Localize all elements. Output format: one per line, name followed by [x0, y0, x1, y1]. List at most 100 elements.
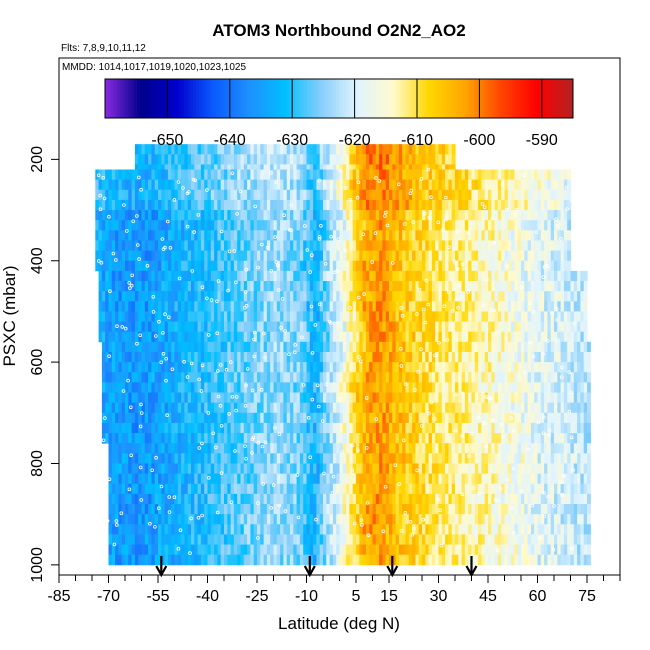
heatmap-cell: [521, 382, 525, 393]
heatmap-cell: [527, 433, 532, 444]
heatmap-cell: [303, 220, 308, 231]
heatmap-cell: [438, 453, 443, 464]
heatmap-cell: [339, 250, 344, 262]
heatmap-cell: [521, 179, 525, 191]
heatmap-cell: [455, 321, 459, 333]
heatmap-cell: [280, 483, 284, 495]
heatmap-cell: [167, 189, 172, 201]
heatmap-cell: [125, 179, 129, 191]
heatmap-cell: [280, 270, 284, 282]
heatmap-cell: [187, 463, 192, 475]
heatmap-cell: [422, 362, 426, 373]
heatmap-cell: [435, 382, 440, 393]
heatmap-cell: [494, 412, 499, 424]
heatmap-cell: [478, 189, 482, 201]
heatmap-cell: [316, 270, 321, 282]
heatmap-cell: [385, 250, 390, 262]
heatmap-cell: [200, 154, 205, 165]
heatmap-cell: [567, 341, 572, 353]
heatmap-cell: [316, 463, 321, 475]
heatmap-cell: [527, 311, 532, 322]
heatmap-cell: [501, 453, 506, 464]
heatmap-cell: [158, 179, 162, 191]
heatmap-cell: [474, 453, 479, 464]
heatmap-cell: [253, 189, 258, 201]
heatmap-cell: [352, 179, 357, 191]
heatmap-cell: [184, 412, 189, 424]
heatmap-cell: [141, 199, 146, 211]
heatmap-cell: [431, 210, 436, 221]
heatmap-cell: [540, 321, 545, 333]
heatmap-cell: [270, 250, 275, 262]
heatmap-cell: [227, 250, 232, 262]
heatmap-cell: [385, 341, 390, 353]
heatmap-cell: [207, 453, 212, 464]
heatmap-cell: [445, 291, 449, 302]
heatmap-cell: [517, 281, 522, 292]
heatmap-cell: [395, 210, 400, 221]
heatmap-cell: [144, 169, 149, 181]
heatmap-cell: [356, 443, 360, 454]
heatmap-cell: [164, 493, 169, 505]
heatmap-cell: [260, 422, 265, 434]
heatmap-cell: [359, 270, 364, 282]
heatmap-cell: [570, 483, 575, 495]
heatmap-cell: [273, 483, 278, 495]
heatmap-cell: [530, 341, 535, 353]
heatmap-cell: [468, 372, 473, 383]
heatmap-cell: [280, 230, 284, 241]
heatmap-cell: [154, 463, 159, 475]
heatmap-cell: [405, 281, 410, 292]
heatmap-cell: [247, 443, 251, 454]
heatmap-cell: [527, 473, 532, 485]
heatmap-cell: [507, 270, 512, 282]
heatmap-cell: [412, 402, 416, 414]
heatmap-cell: [540, 281, 545, 292]
heatmap-cell: [306, 311, 311, 322]
heatmap-cell: [270, 422, 275, 434]
heatmap-cell: [197, 351, 202, 363]
heatmap-cell: [544, 412, 548, 424]
heatmap-cell: [171, 321, 176, 333]
heatmap-cell: [524, 291, 529, 302]
heatmap-cell: [481, 321, 486, 333]
heatmap-cell: [194, 199, 199, 211]
heatmap-cell: [217, 331, 222, 343]
heatmap-cell: [299, 210, 304, 221]
heatmap-cell: [158, 433, 162, 444]
heatmap-cell: [247, 230, 251, 241]
heatmap-cell: [435, 230, 440, 241]
heatmap-cell: [237, 362, 242, 373]
heatmap-cell: [296, 463, 301, 475]
heatmap-cell: [398, 189, 403, 201]
heatmap-cell: [425, 311, 430, 322]
heatmap-cell: [336, 301, 341, 312]
heatmap-cell: [521, 443, 525, 454]
heatmap-cell: [534, 179, 539, 191]
heatmap-cell: [174, 199, 179, 211]
heatmap-cell: [187, 189, 192, 201]
heatmap-cell: [263, 199, 268, 211]
heatmap-cell: [445, 392, 449, 404]
heatmap-cell: [501, 230, 506, 241]
heatmap-cell: [468, 402, 473, 414]
heatmap-cell: [134, 412, 139, 424]
heatmap-cell: [577, 412, 581, 424]
heatmap-cell: [299, 392, 304, 404]
heatmap-cell: [359, 443, 364, 454]
heatmap-cell: [382, 412, 387, 424]
heatmap-cell: [128, 433, 133, 444]
heatmap-cell: [540, 250, 545, 262]
heatmap-cell: [260, 301, 265, 312]
heatmap-cell: [128, 321, 133, 333]
heatmap-cell: [151, 392, 156, 404]
heatmap-cell: [303, 230, 308, 241]
heatmap-cell: [319, 402, 324, 414]
heatmap-cell: [111, 199, 116, 211]
heatmap-cell: [220, 341, 225, 353]
heatmap-cell: [352, 372, 357, 383]
heatmap-cell: [530, 311, 535, 322]
heatmap-cell: [105, 351, 110, 363]
heatmap-cell: [445, 433, 449, 444]
heatmap-cell: [115, 422, 119, 434]
